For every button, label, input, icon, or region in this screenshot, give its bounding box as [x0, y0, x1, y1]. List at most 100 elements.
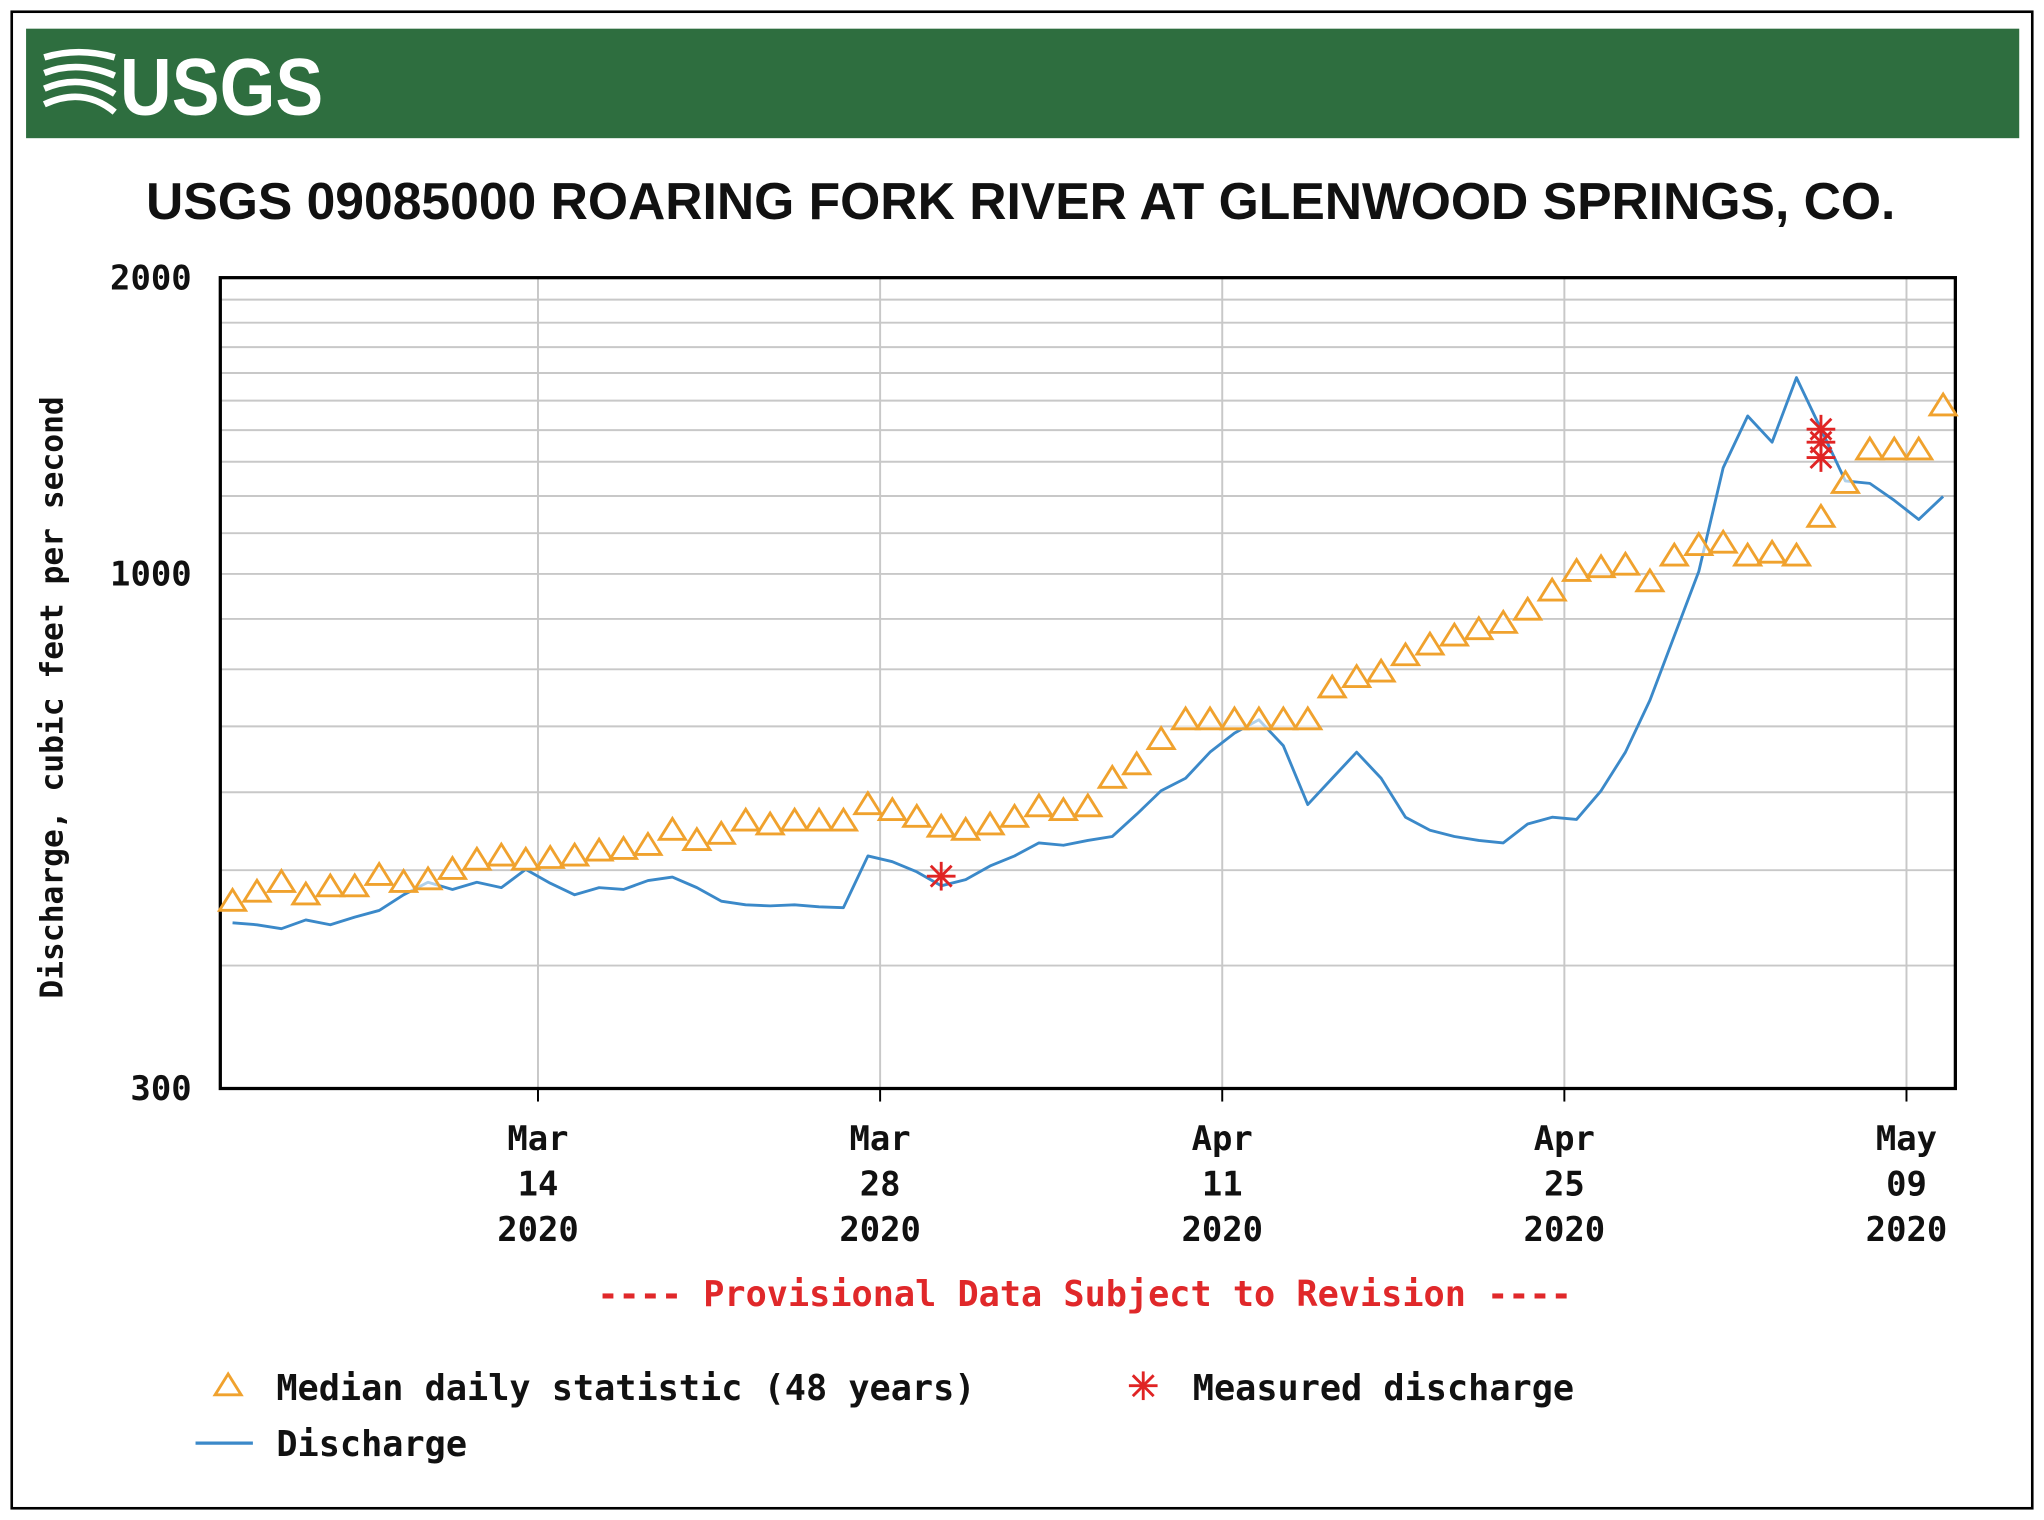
median-marker: [1780, 541, 1813, 567]
y-tick-label: 300: [130, 1069, 191, 1108]
median-marker: [485, 841, 517, 867]
x-tick-label: 14: [518, 1164, 559, 1203]
median-marker: [1707, 528, 1739, 554]
median-marker: [387, 867, 420, 893]
median-marker: [559, 841, 591, 867]
median-marker: [1756, 538, 1788, 564]
median-marker: [607, 834, 640, 860]
legend-label: Discharge: [276, 1424, 467, 1465]
median-marker: [1854, 435, 1886, 461]
median-marker: [241, 877, 273, 903]
median-marker: [1389, 641, 1422, 667]
median-marker: [1609, 550, 1642, 576]
logo-wave: [43, 63, 116, 79]
x-tick-label: Apr: [1192, 1119, 1253, 1158]
median-marker: [583, 836, 615, 862]
legend-label: Median daily statistic (48 years): [276, 1368, 975, 1409]
median-marker: [852, 790, 884, 816]
median-marker: [1438, 621, 1471, 647]
logo-wave: [43, 48, 116, 61]
x-tick-label: 2020: [1866, 1210, 1948, 1249]
median-marker: [803, 806, 835, 832]
median-marker: [656, 815, 689, 841]
median-marker: [216, 886, 249, 912]
median-marker: [1145, 724, 1177, 750]
chart-title: USGS 09085000 ROARING FORK RIVER AT GLEN…: [146, 173, 1895, 231]
median-marker: [876, 796, 908, 822]
x-tick-label: 11: [1202, 1164, 1243, 1203]
median-marker: [1903, 435, 1935, 461]
median-marker: [1487, 608, 1519, 634]
median-marker: [778, 806, 811, 832]
median-marker: [1512, 595, 1544, 621]
x-tick-label: 28: [860, 1164, 901, 1203]
median-marker: [754, 810, 786, 836]
logo-wave: [43, 78, 117, 97]
median-marker: [363, 860, 395, 886]
x-tick-label: 09: [1886, 1164, 1927, 1203]
logo-text: USGS: [120, 43, 323, 133]
median-marker: [461, 845, 493, 871]
x-tick-label: 25: [1544, 1164, 1585, 1203]
y-tick-label: 1000: [110, 555, 192, 594]
median-marker: [1878, 435, 1910, 461]
median-marker: [827, 806, 860, 832]
median-marker: [1365, 657, 1397, 683]
median-marker: [1292, 705, 1324, 731]
median-marker: [1341, 662, 1373, 688]
median-marker: [925, 812, 957, 838]
marker-stroke: [1131, 1374, 1155, 1398]
median-marker: [314, 872, 346, 898]
median-marker: [212, 1371, 244, 1397]
marker-stroke: [929, 864, 953, 888]
median-marker: [1463, 615, 1495, 641]
median-marker: [510, 845, 542, 871]
measured-marker: [926, 861, 956, 891]
median-marker: [1414, 630, 1446, 656]
y-axis-label: Discharge, cubic feet per second: [35, 396, 71, 998]
median-marker: [1658, 541, 1690, 567]
median-marker: [1805, 502, 1837, 528]
x-tick-label: 2020: [497, 1210, 579, 1249]
x-tick-label: 2020: [1181, 1210, 1263, 1249]
x-tick-label: Mar: [507, 1119, 568, 1158]
x-tick-label: Apr: [1534, 1119, 1595, 1158]
median-marker: [974, 810, 1006, 836]
median-marker: [436, 854, 469, 880]
x-tick-label: 2020: [1524, 1210, 1606, 1249]
median-marker: [950, 815, 982, 841]
x-tick-label: Mar: [850, 1119, 911, 1158]
x-tick-label: May: [1876, 1119, 1937, 1158]
header-bar: [26, 28, 2020, 139]
median-marker: [265, 867, 298, 893]
median-marker: [1121, 750, 1153, 776]
median-marker: [705, 819, 737, 845]
median-marker: [1927, 391, 1959, 417]
y-tick-label: 2000: [110, 258, 192, 297]
measured-marker: [1806, 443, 1836, 472]
frame: [10, 10, 2034, 1510]
median-marker: [1023, 792, 1055, 818]
median-marker: [1536, 576, 1568, 602]
median-marker: [632, 830, 664, 856]
median-marker: [1634, 567, 1666, 593]
logo-wave: [42, 93, 117, 115]
discharge-line: [232, 376, 1945, 931]
median-marker: [339, 872, 371, 898]
median-marker: [290, 880, 322, 906]
median-marker: [901, 802, 933, 828]
median-marker: [1316, 673, 1348, 699]
median-marker: [998, 802, 1031, 828]
logo-waves: [42, 48, 117, 115]
median-marker: [1732, 541, 1764, 567]
median-marker: [1267, 705, 1299, 731]
median-marker: [1829, 468, 1862, 494]
marker-stroke: [1809, 446, 1833, 469]
plot-frame: [218, 276, 1957, 1091]
median-marker: [1585, 553, 1617, 579]
x-tick-label: 2020: [839, 1210, 921, 1249]
median-marker: [1194, 705, 1226, 731]
median-marker: [534, 843, 566, 869]
median-marker: [412, 865, 444, 891]
